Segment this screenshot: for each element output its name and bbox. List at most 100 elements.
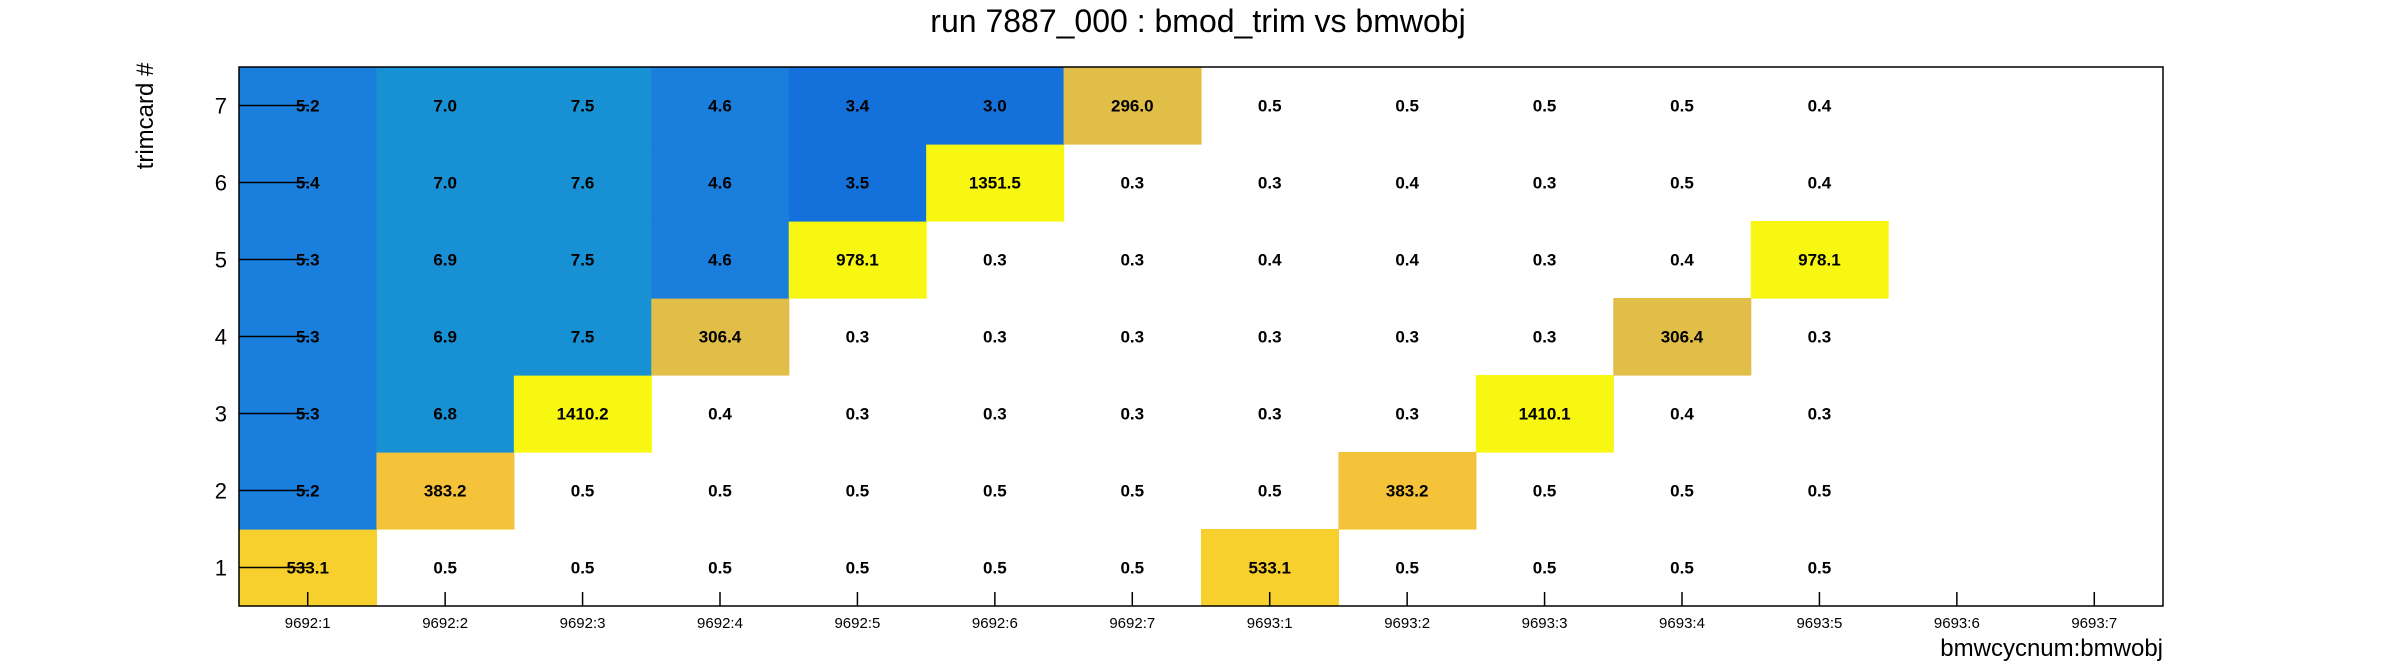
cell-value-label: 0.3 — [1808, 405, 1832, 424]
cell-value-label: 0.4 — [1808, 97, 1832, 116]
cell-value-label: 0.5 — [1258, 97, 1282, 116]
cell-value-label: 0.4 — [1395, 174, 1419, 193]
heatmap-cell — [651, 67, 790, 145]
heatmap-cell — [1613, 298, 1752, 376]
cell-value-label: 0.5 — [1258, 482, 1282, 501]
cell-value-label: 978.1 — [1798, 251, 1841, 270]
cell-value-label: 0.3 — [1395, 405, 1419, 424]
cell-value-label: 0.5 — [1670, 97, 1694, 116]
cell-value-label: 1410.1 — [1519, 405, 1571, 424]
heatmap-cell — [376, 298, 515, 376]
chart-title: run 7887_000 : bmod_trim vs bmwobj — [930, 3, 1465, 39]
cell-value-label: 0.5 — [846, 482, 870, 501]
y-tick-label: 1 — [215, 556, 227, 581]
heatmap-cell — [1475, 375, 1614, 453]
heatmap-cell — [651, 144, 790, 222]
heatmap-cell — [926, 144, 1065, 222]
cell-value-label: 0.4 — [1808, 174, 1832, 193]
cell-value-label: 3.5 — [846, 174, 870, 193]
cell-value-label: 5.3 — [296, 251, 320, 270]
cell-value-label: 0.5 — [846, 559, 870, 578]
cell-value-label: 0.5 — [1395, 97, 1419, 116]
x-tick-label: 9692:3 — [560, 615, 606, 632]
cell-value-label: 0.4 — [1670, 405, 1694, 424]
heatmap-cell — [1338, 452, 1477, 530]
x-tick-label: 9692:7 — [1109, 615, 1155, 632]
cell-value-label: 6.8 — [433, 405, 457, 424]
y-tick-label: 3 — [215, 402, 227, 427]
cell-value-label: 0.3 — [1120, 405, 1144, 424]
cell-value-label: 0.3 — [983, 251, 1007, 270]
x-tick-label: 9693:4 — [1659, 615, 1705, 632]
cell-value-label: 0.5 — [433, 559, 457, 578]
y-axis-title: trimcard # — [132, 62, 159, 169]
cell-value-label: 0.5 — [1533, 97, 1557, 116]
heatmap-cell — [513, 375, 652, 453]
y-tick-label: 4 — [215, 325, 227, 350]
cell-value-label: 0.5 — [1670, 174, 1694, 193]
heatmap-cell — [376, 144, 515, 222]
cell-value-label: 306.4 — [1661, 328, 1704, 347]
cell-value-label: 5.3 — [296, 405, 320, 424]
x-tick-label: 9692:4 — [697, 615, 743, 632]
cell-value-label: 7.0 — [433, 97, 457, 116]
heatmap-cells — [239, 67, 1889, 607]
x-tick-label: 9693:7 — [2071, 615, 2117, 632]
cell-value-label: 7.5 — [571, 328, 595, 347]
heatmap-cell — [376, 67, 515, 145]
cell-value-label: 0.5 — [1120, 559, 1144, 578]
cell-value-label: 0.4 — [1670, 251, 1694, 270]
cell-value-label: 1410.2 — [557, 405, 609, 424]
cell-value-label: 0.5 — [1395, 559, 1419, 578]
cell-value-label: 383.2 — [1386, 482, 1429, 501]
y-tick-label: 6 — [215, 171, 227, 196]
x-tick-label: 9693:3 — [1522, 615, 1568, 632]
x-tick-label: 9692:5 — [834, 615, 880, 632]
cell-value-label: 296.0 — [1111, 97, 1154, 116]
cell-value-label: 0.3 — [1258, 174, 1282, 193]
heatmap-cell — [926, 67, 1065, 145]
cell-value-label: 978.1 — [836, 251, 879, 270]
cell-value-label: 7.0 — [433, 174, 457, 193]
cell-value-label: 0.5 — [571, 482, 595, 501]
x-tick-label: 9692:2 — [422, 615, 468, 632]
heatmap-cell — [651, 221, 790, 299]
cell-value-label: 0.3 — [846, 328, 870, 347]
cell-value-label: 383.2 — [424, 482, 467, 501]
cell-value-label: 4.6 — [708, 251, 732, 270]
cell-value-label: 0.5 — [1533, 482, 1557, 501]
cell-value-label: 0.5 — [1808, 559, 1832, 578]
cell-value-label: 533.1 — [286, 559, 329, 578]
x-tick-label: 9692:6 — [972, 615, 1018, 632]
cell-value-label: 3.0 — [983, 97, 1007, 116]
cell-value-label: 0.3 — [1395, 328, 1419, 347]
cell-value-label: 0.3 — [1533, 174, 1557, 193]
cell-value-label: 0.5 — [1670, 482, 1694, 501]
cell-value-label: 0.3 — [1120, 328, 1144, 347]
cell-value-label: 0.4 — [1395, 251, 1419, 270]
y-tick-label: 2 — [215, 479, 227, 504]
cell-value-label: 7.5 — [571, 251, 595, 270]
cell-value-label: 0.3 — [1808, 328, 1832, 347]
x-tick-label: 9693:5 — [1796, 615, 1842, 632]
heatmap-cell — [1750, 221, 1889, 299]
cell-value-label: 0.5 — [1533, 559, 1557, 578]
x-tick-label: 9693:1 — [1247, 615, 1293, 632]
cell-value-label: 0.4 — [1258, 251, 1282, 270]
cell-value-label: 0.3 — [1120, 251, 1144, 270]
heatmap-cell — [376, 452, 515, 530]
heatmap-cell — [513, 298, 652, 376]
cell-value-label: 533.1 — [1248, 559, 1291, 578]
cell-value-label: 5.2 — [296, 482, 320, 501]
cell-value-label: 0.5 — [983, 559, 1007, 578]
cell-value-label: 4.6 — [708, 174, 732, 193]
y-tick-label: 5 — [215, 248, 227, 273]
cell-value-label: 5.3 — [296, 328, 320, 347]
cell-value-label: 0.3 — [1533, 328, 1557, 347]
cell-value-label: 6.9 — [433, 251, 457, 270]
cell-value-label: 5.4 — [296, 174, 320, 193]
heatmap-cell — [1063, 67, 1202, 145]
y-tick-label: 7 — [215, 94, 227, 119]
heatmap-cell — [513, 144, 652, 222]
cell-value-label: 0.5 — [571, 559, 595, 578]
